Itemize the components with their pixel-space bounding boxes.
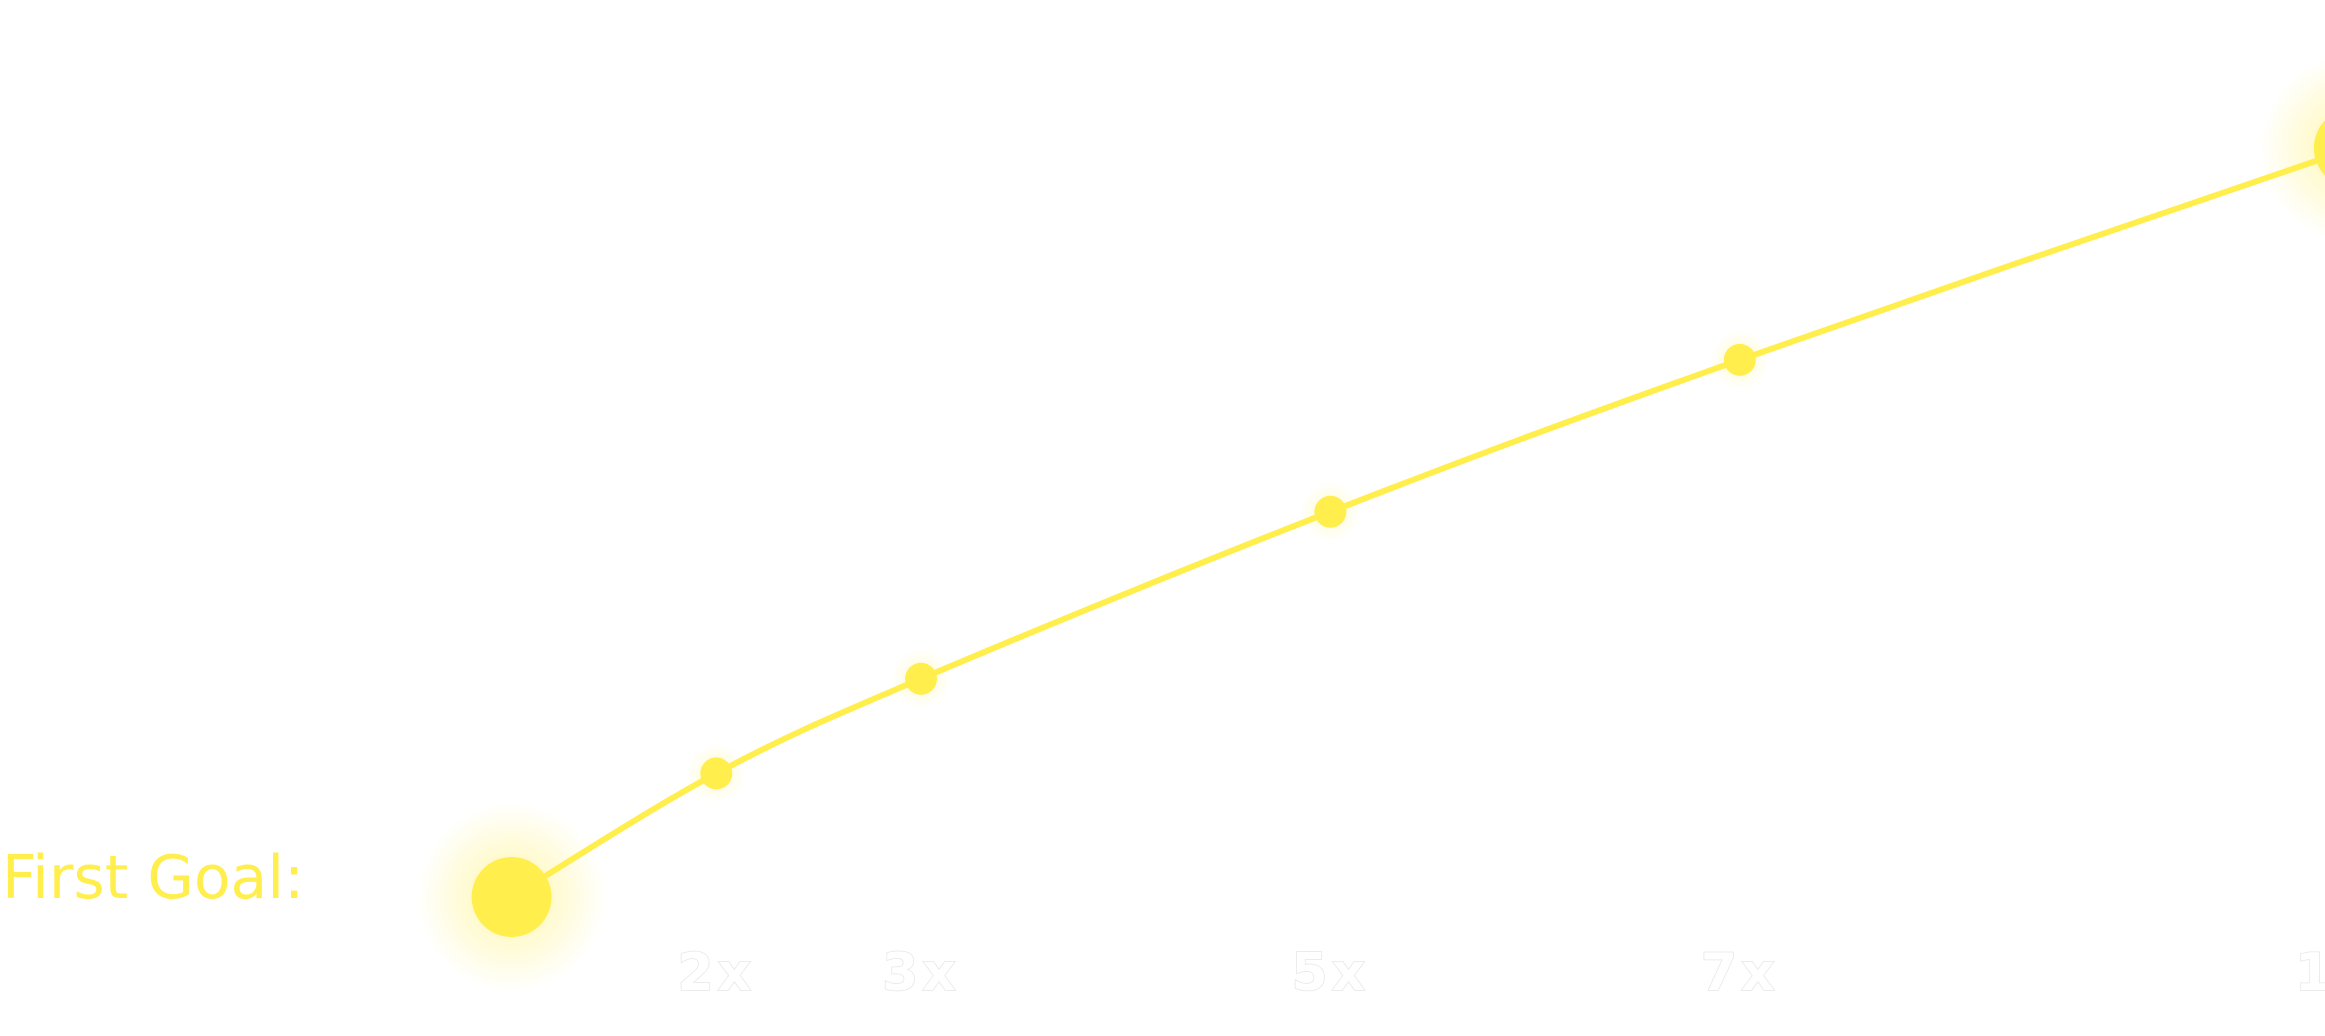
first-goal-label: First Goal: — [2, 843, 304, 913]
data-points — [471, 120, 2325, 937]
x-axis-labels: 2x 3x 5x 7x 10x — [677, 942, 2325, 1004]
trend-line — [508, 154, 2325, 900]
x-tick-label: 10x — [2295, 943, 2325, 1003]
data-point — [471, 857, 552, 937]
data-point — [905, 662, 937, 695]
x-tick-label: 7x — [1701, 943, 1779, 1003]
point-glow — [2258, 57, 2325, 239]
data-point — [1723, 343, 1756, 376]
x-tick-label: 5x — [1292, 943, 1370, 1003]
data-point — [2313, 120, 2325, 176]
x-tick-label: 2x — [677, 943, 755, 1003]
data-point — [1314, 495, 1347, 528]
data-point — [700, 757, 733, 790]
glow-layer — [416, 57, 2325, 992]
x-tick-label: 3x — [882, 943, 960, 1003]
